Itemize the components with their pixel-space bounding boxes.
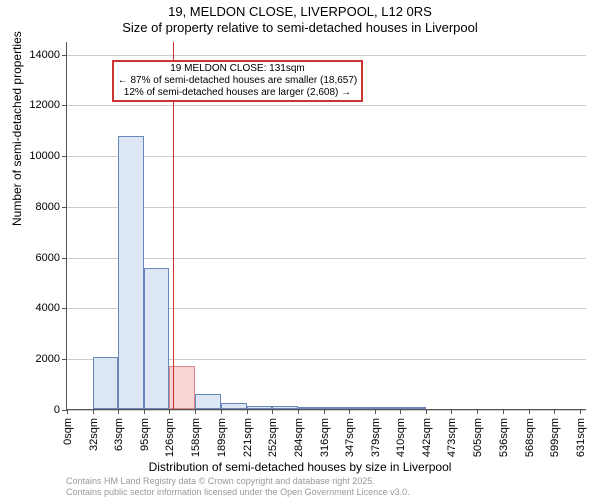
ytick-label: 2000 <box>10 353 60 365</box>
xtick-mark <box>349 409 350 414</box>
xtick-label: 631sqm <box>575 418 587 457</box>
annotation-line: 19 MELDON CLOSE: 131sqm <box>118 63 358 75</box>
annotation-box: 19 MELDON CLOSE: 131sqm← 87% of semi-det… <box>112 60 364 102</box>
xtick-mark <box>169 409 170 414</box>
xtick-label: 158sqm <box>190 418 202 457</box>
histogram-bar <box>272 406 298 409</box>
x-axis-label: Distribution of semi-detached houses by … <box>0 460 600 474</box>
gridline <box>67 258 586 259</box>
ytick-label: 10000 <box>10 150 60 162</box>
chart-subtitle: Size of property relative to semi-detach… <box>0 20 600 36</box>
xtick-mark <box>324 409 325 414</box>
xtick-label: 316sqm <box>319 418 331 457</box>
histogram-bar <box>93 357 118 409</box>
xtick-label: 0sqm <box>62 418 74 445</box>
annotation-line: ← 87% of semi-detached houses are smalle… <box>118 75 358 87</box>
footer-line-2: Contains public sector information licen… <box>66 487 410 498</box>
ytick-label: 8000 <box>10 201 60 213</box>
xtick-label: 126sqm <box>164 418 176 457</box>
xtick-mark <box>426 409 427 414</box>
xtick-label: 379sqm <box>370 418 382 457</box>
ytick-label: 6000 <box>10 252 60 264</box>
xtick-mark <box>272 409 273 414</box>
ytick-mark <box>62 359 67 360</box>
ytick-mark <box>62 207 67 208</box>
xtick-mark <box>118 409 119 414</box>
ytick-mark <box>62 156 67 157</box>
xtick-label: 347sqm <box>344 418 356 457</box>
xtick-mark <box>221 409 222 414</box>
histogram-bar <box>144 268 169 409</box>
histogram-bar <box>298 407 324 409</box>
xtick-label: 189sqm <box>216 418 228 457</box>
title-block: 19, MELDON CLOSE, LIVERPOOL, L12 0RS Siz… <box>0 4 600 35</box>
xtick-mark <box>195 409 196 414</box>
xtick-mark <box>580 409 581 414</box>
ytick-label: 12000 <box>10 99 60 111</box>
histogram-bar <box>375 407 400 409</box>
xtick-mark <box>93 409 94 414</box>
histogram-bar <box>324 407 349 409</box>
xtick-label: 410sqm <box>395 418 407 457</box>
xtick-label: 63sqm <box>113 418 125 451</box>
xtick-mark <box>529 409 530 414</box>
histogram-bar <box>400 407 426 409</box>
ytick-mark <box>62 55 67 56</box>
xtick-label: 473sqm <box>446 418 458 457</box>
histogram-bar <box>247 406 272 409</box>
xtick-label: 221sqm <box>242 418 254 457</box>
xtick-label: 536sqm <box>498 418 510 457</box>
xtick-label: 442sqm <box>421 418 433 457</box>
xtick-label: 284sqm <box>293 418 305 457</box>
xtick-mark <box>477 409 478 414</box>
ytick-label: 4000 <box>10 302 60 314</box>
xtick-mark <box>247 409 248 414</box>
plot-area: 19 MELDON CLOSE: 131sqm← 87% of semi-det… <box>66 42 586 410</box>
annotation-line: 12% of semi-detached houses are larger (… <box>118 87 358 99</box>
xtick-label: 95sqm <box>139 418 151 451</box>
xtick-mark <box>451 409 452 414</box>
gridline <box>67 105 586 106</box>
xtick-mark <box>503 409 504 414</box>
xtick-label: 32sqm <box>88 418 100 451</box>
xtick-mark <box>400 409 401 414</box>
xtick-label: 599sqm <box>549 418 561 457</box>
xtick-label: 568sqm <box>524 418 536 457</box>
gridline <box>67 156 586 157</box>
gridline <box>67 207 586 208</box>
gridline <box>67 55 586 56</box>
xtick-label: 252sqm <box>267 418 279 457</box>
xtick-mark <box>554 409 555 414</box>
histogram-bar <box>118 136 144 409</box>
xtick-mark <box>375 409 376 414</box>
histogram-bar <box>195 394 220 409</box>
histogram-bar <box>349 407 375 409</box>
xtick-mark <box>67 409 68 414</box>
footer-attribution: Contains HM Land Registry data © Crown c… <box>66 476 410 498</box>
ytick-label: 0 <box>10 404 60 416</box>
histogram-bar <box>221 403 247 409</box>
ytick-mark <box>62 258 67 259</box>
ytick-mark <box>62 105 67 106</box>
xtick-label: 505sqm <box>472 418 484 457</box>
ytick-mark <box>62 308 67 309</box>
chart-title: 19, MELDON CLOSE, LIVERPOOL, L12 0RS <box>0 4 600 20</box>
xtick-mark <box>298 409 299 414</box>
xtick-mark <box>144 409 145 414</box>
ytick-label: 14000 <box>10 49 60 61</box>
footer-line-1: Contains HM Land Registry data © Crown c… <box>66 476 410 487</box>
